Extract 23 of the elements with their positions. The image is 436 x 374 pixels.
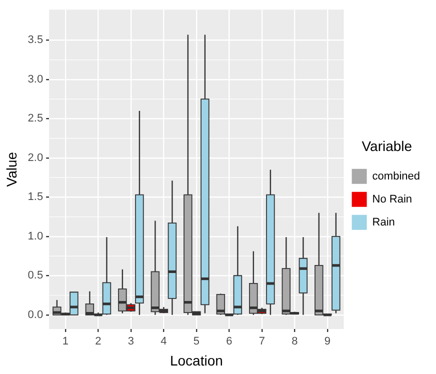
x-tick-label: 8 bbox=[292, 336, 298, 348]
x-tick-label: 4 bbox=[160, 336, 167, 348]
x-tick-label: 2 bbox=[95, 336, 102, 348]
y-tick-label: 2.0 bbox=[28, 152, 44, 164]
x-tick-label: 5 bbox=[193, 336, 200, 348]
legend-label: combined bbox=[372, 170, 420, 182]
x-tick-label: 6 bbox=[226, 336, 232, 348]
legend-title: Variable bbox=[362, 138, 412, 154]
y-tick-label: 1.0 bbox=[28, 230, 44, 242]
y-tick-label: 0.5 bbox=[28, 270, 44, 282]
x-tick-label: 1 bbox=[62, 336, 69, 348]
y-tick-label: 2.5 bbox=[28, 112, 44, 125]
x-tick-label: 9 bbox=[324, 336, 330, 348]
y-tick-label: 1.5 bbox=[28, 191, 44, 204]
x-axis-title: Location bbox=[170, 352, 223, 368]
legend-label: Rain bbox=[372, 216, 395, 228]
y-axis-title: Value bbox=[3, 152, 20, 187]
x-tick-label: 3 bbox=[128, 336, 134, 348]
y-tick-label: 3.0 bbox=[28, 73, 44, 86]
y-tick-label: 3.5 bbox=[28, 34, 44, 46]
y-tick-label: 0.0 bbox=[28, 308, 44, 321]
x-tick-label: 7 bbox=[258, 336, 265, 348]
legend-label: No Rain bbox=[372, 193, 412, 206]
